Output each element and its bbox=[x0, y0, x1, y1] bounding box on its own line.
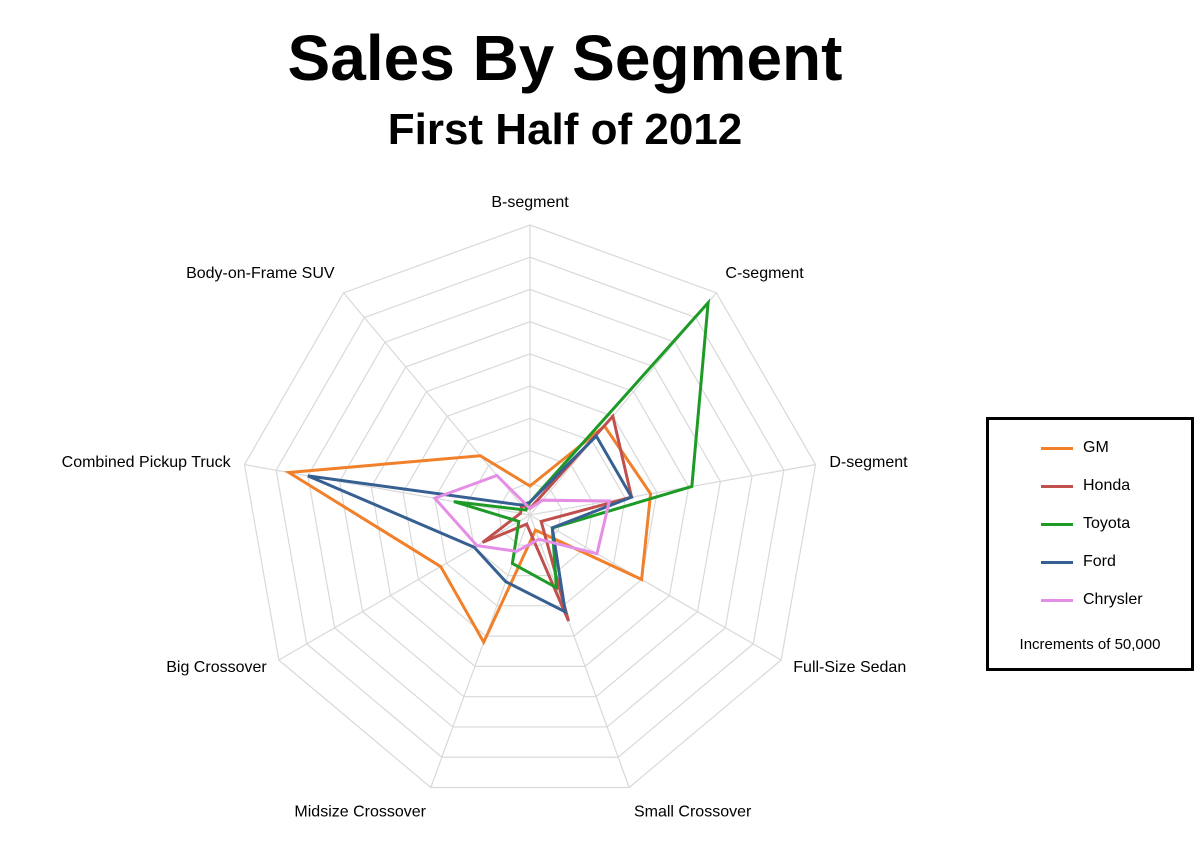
grid-ring bbox=[243, 224, 817, 789]
series-line-chrysler bbox=[432, 473, 612, 556]
legend-swatch bbox=[1041, 560, 1073, 564]
legend-label: Honda bbox=[1083, 477, 1131, 494]
category-label: Full-Size Sedan bbox=[793, 659, 906, 676]
grid-spoke bbox=[529, 514, 782, 661]
series-line-toyota bbox=[453, 298, 711, 591]
grid-ring bbox=[465, 449, 595, 577]
legend-note: Increments of 50,000 bbox=[1019, 636, 1161, 653]
grid-ring bbox=[307, 288, 753, 728]
legend-swatch bbox=[1041, 598, 1073, 602]
legend-item: Honda bbox=[1041, 476, 1130, 496]
legend-swatch bbox=[1041, 446, 1073, 450]
chart-legend: GM Honda Toyota Ford Chrysler Increments of … bbox=[986, 417, 1194, 671]
grid-spoke bbox=[529, 464, 816, 516]
category-label: B-segment bbox=[491, 194, 569, 211]
grid-ring bbox=[338, 321, 722, 698]
grid-ring bbox=[275, 256, 785, 758]
legend-item: Chrysler bbox=[1041, 590, 1143, 610]
category-label: Body-on-Frame SUV bbox=[186, 265, 335, 282]
category-label: Small Crossover bbox=[634, 804, 752, 821]
legend-label: Toyota bbox=[1083, 515, 1131, 532]
legend-label: Chrysler bbox=[1083, 591, 1143, 608]
chart-title: Sales By Segment bbox=[287, 22, 843, 94]
category-label: Big Crossover bbox=[166, 659, 267, 676]
legend-swatch bbox=[1041, 522, 1073, 526]
series-line-gm bbox=[284, 423, 653, 646]
legend-item: Toyota bbox=[1041, 514, 1130, 534]
grid-ring bbox=[370, 353, 690, 667]
grid-ring bbox=[434, 417, 626, 607]
legend-item: GM bbox=[1041, 438, 1109, 458]
series-line-ford bbox=[307, 433, 634, 615]
category-label: D-segment bbox=[829, 454, 908, 471]
legend-item: Ford bbox=[1041, 552, 1116, 572]
legend-swatch bbox=[1041, 484, 1073, 488]
chart-subtitle: First Half of 2012 bbox=[387, 105, 743, 154]
grid-ring bbox=[402, 385, 658, 637]
category-label: Midsize Crossover bbox=[294, 804, 426, 821]
legend-label: Ford bbox=[1083, 553, 1116, 570]
category-label: C-segment bbox=[725, 265, 804, 282]
legend-label: GM bbox=[1083, 439, 1109, 456]
grid-spoke bbox=[529, 514, 630, 788]
category-label: Combined Pickup Truck bbox=[62, 454, 232, 471]
